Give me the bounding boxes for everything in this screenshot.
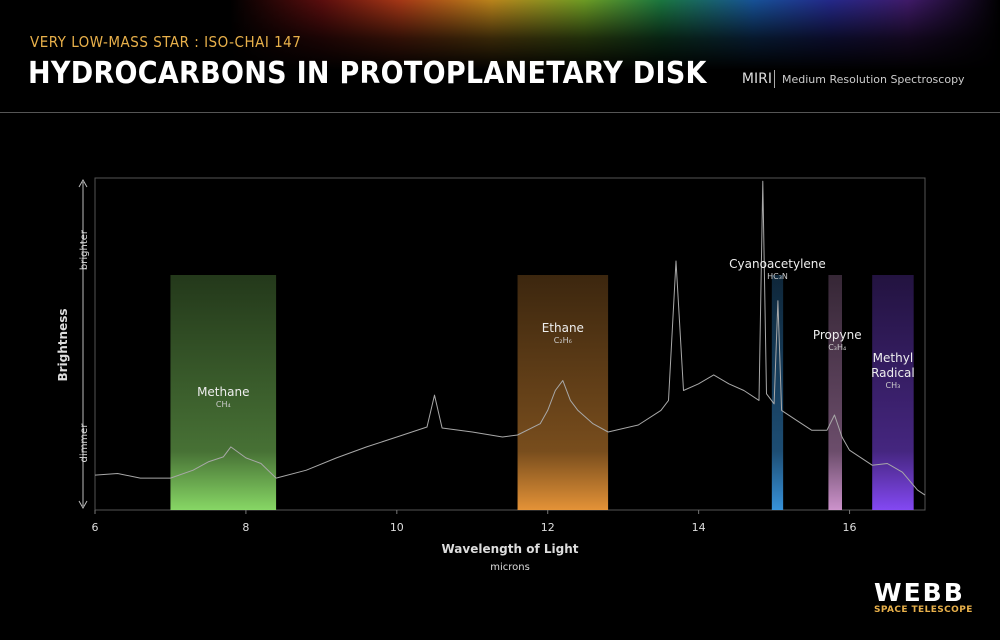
plot-frame xyxy=(94,177,926,511)
band-name: Methane xyxy=(197,385,250,399)
x-tick-label: 10 xyxy=(390,521,404,534)
band xyxy=(872,275,914,510)
band-formula: C₂H₆ xyxy=(553,336,572,345)
y-high: brighter xyxy=(79,229,90,270)
mode: Medium Resolution Spectroscopy xyxy=(782,73,965,86)
logo: WEBB xyxy=(874,578,965,607)
band-formula: C₃H₄ xyxy=(828,343,847,352)
x-tick-label: 8 xyxy=(242,521,249,534)
band-name: Cyanoacetylene xyxy=(729,257,826,271)
band xyxy=(828,275,842,510)
spectrum-strip xyxy=(230,0,1000,70)
y-low: dimmer xyxy=(79,423,90,463)
y-label: Brightness xyxy=(56,308,70,381)
band-name: Ethane xyxy=(541,321,584,335)
spectrum-line xyxy=(94,180,926,496)
x-tick-label: 14 xyxy=(692,521,706,534)
logo-subtitle: SPACE TELESCOPE xyxy=(874,605,973,615)
header-rule xyxy=(0,112,1000,113)
x-unit: microns xyxy=(490,562,530,573)
band-formula: CH₃ xyxy=(885,381,901,390)
band-name: Propyne xyxy=(812,328,862,342)
separator xyxy=(774,70,775,88)
title: HYDROCARBONS IN PROTOPLANETARY DISK xyxy=(28,56,707,91)
x-tick-label: 12 xyxy=(541,521,555,534)
band xyxy=(771,275,784,510)
x-tick-label: 6 xyxy=(92,521,99,534)
band-name: Methyl Radical xyxy=(871,351,915,380)
x-tick-label: 16 xyxy=(843,521,857,534)
x-label: Wavelength of Light xyxy=(442,542,579,556)
subtitle: VERY LOW-MASS STAR : ISO-CHAI 147 xyxy=(30,33,302,51)
band xyxy=(170,275,277,510)
band-formula: HC₃N xyxy=(767,272,788,281)
band-formula: CH₄ xyxy=(215,400,231,409)
instrument: MIRI xyxy=(741,71,772,87)
arrow-heads xyxy=(78,178,88,510)
band xyxy=(517,275,609,510)
